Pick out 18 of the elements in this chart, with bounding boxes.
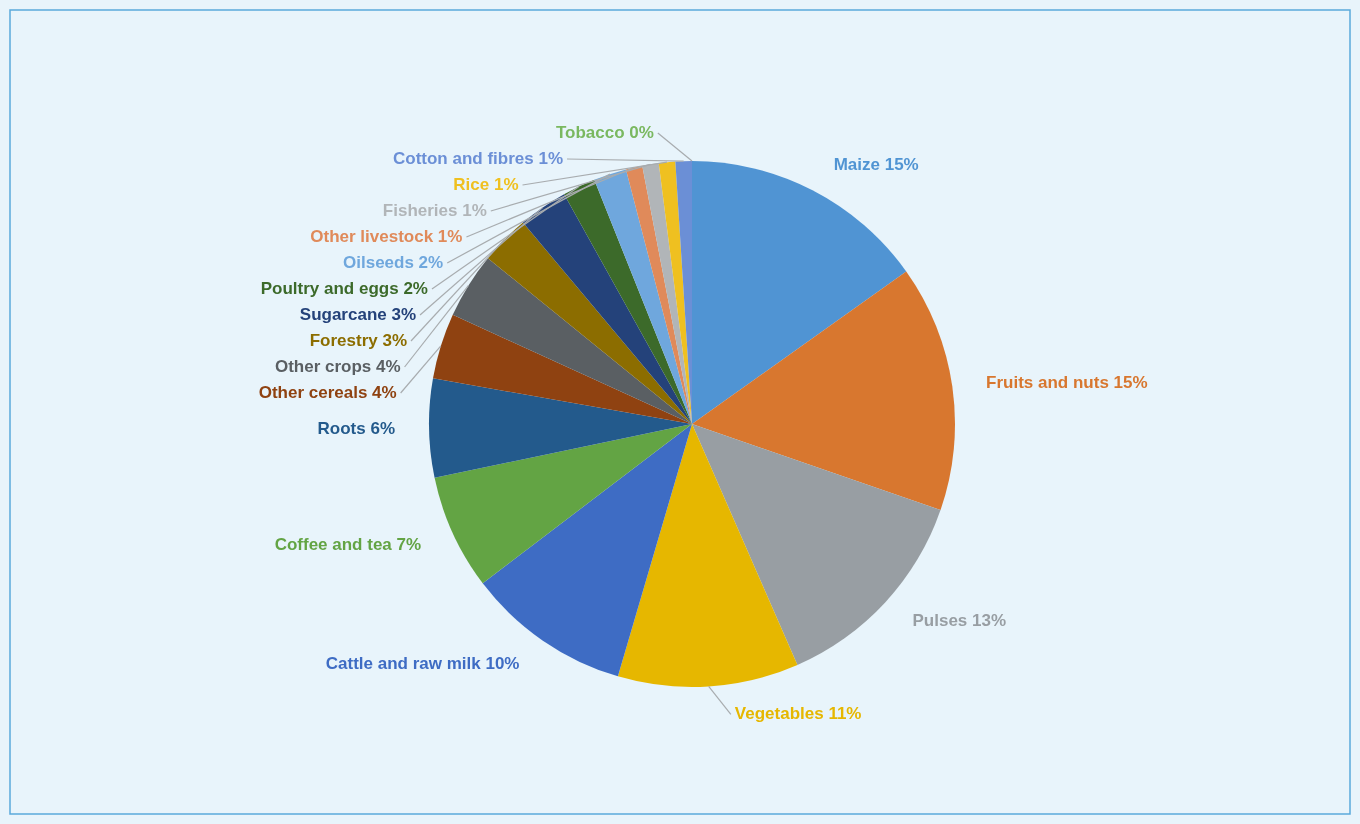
slice-label: Forestry 3% — [309, 331, 407, 350]
category-label: Tobacco 0% — [555, 123, 654, 142]
slice-label: Fruits and nuts 15% — [986, 372, 1148, 392]
slice-label: Cotton and fibres 1% — [392, 149, 563, 168]
slice-label: Poultry and eggs 2% — [260, 279, 428, 298]
slice-label: Sugarcane 3% — [299, 305, 417, 324]
slice-label: Vegetables 11% — [734, 704, 862, 724]
slice-label: Coffee and tea 7% — [274, 534, 422, 554]
slice-label: Oilseeds 2% — [343, 253, 444, 272]
slice-label: Other livestock 1% — [310, 227, 463, 246]
slice-label: Maize 15% — [833, 155, 919, 175]
slice-label: Other crops 4% — [274, 357, 401, 376]
slice-label: Other cereals 4% — [258, 383, 397, 402]
slice-label: Pulses 13% — [912, 611, 1007, 631]
slice-label: Rice 1% — [453, 175, 519, 194]
slice-label: Fisheries 1% — [382, 201, 487, 220]
slice-label: Cattle and raw milk 10% — [325, 653, 520, 673]
slice-label: Roots 6% — [317, 418, 396, 438]
